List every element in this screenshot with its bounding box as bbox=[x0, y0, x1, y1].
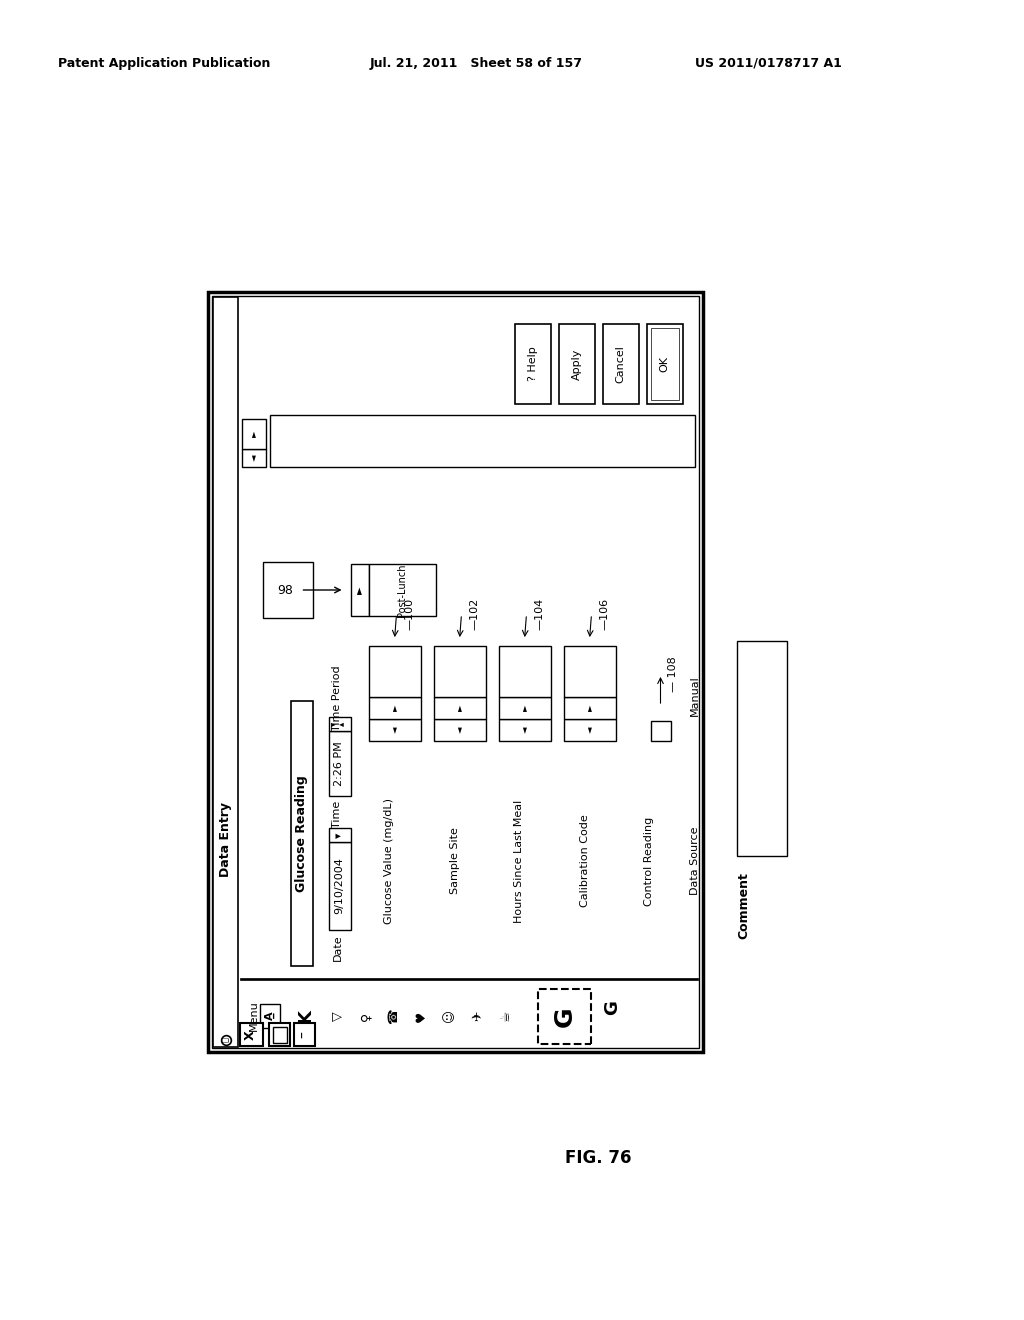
Text: Menu: Menu bbox=[249, 1001, 258, 1031]
Text: Apply: Apply bbox=[571, 348, 582, 380]
Polygon shape bbox=[268, 1023, 290, 1045]
Text: ►: ► bbox=[354, 586, 365, 594]
Text: K: K bbox=[297, 1008, 314, 1023]
Text: ◄: ◄ bbox=[390, 727, 399, 733]
Polygon shape bbox=[433, 697, 485, 719]
Polygon shape bbox=[499, 719, 551, 741]
Text: ◄: ◄ bbox=[249, 455, 258, 461]
Polygon shape bbox=[650, 327, 679, 400]
Text: ♥: ♥ bbox=[415, 1010, 428, 1022]
Text: OK: OK bbox=[659, 356, 670, 372]
Text: — 108: — 108 bbox=[669, 656, 679, 692]
Text: ▼: ▼ bbox=[332, 722, 337, 726]
Text: Post-Lunch: Post-Lunch bbox=[397, 564, 407, 616]
Text: ►: ► bbox=[390, 705, 399, 711]
Polygon shape bbox=[212, 296, 698, 1048]
Polygon shape bbox=[208, 292, 702, 1052]
Polygon shape bbox=[563, 697, 615, 719]
Text: Jul. 21, 2011   Sheet 58 of 157: Jul. 21, 2011 Sheet 58 of 157 bbox=[370, 57, 583, 70]
Polygon shape bbox=[329, 717, 350, 731]
Polygon shape bbox=[240, 978, 697, 979]
Text: G: G bbox=[603, 1001, 622, 1015]
Text: —100: —100 bbox=[404, 598, 415, 630]
Polygon shape bbox=[563, 719, 615, 741]
Polygon shape bbox=[514, 323, 551, 404]
Polygon shape bbox=[563, 645, 615, 697]
Polygon shape bbox=[369, 697, 421, 719]
Text: Manual: Manual bbox=[690, 676, 700, 717]
Polygon shape bbox=[650, 721, 671, 741]
Text: ☎: ☎ bbox=[387, 1008, 400, 1024]
Text: FIG. 76: FIG. 76 bbox=[565, 1148, 631, 1167]
Polygon shape bbox=[242, 418, 265, 449]
Text: ☕: ☕ bbox=[499, 1010, 512, 1022]
Text: Comment: Comment bbox=[737, 873, 751, 940]
Text: Patent Application Publication: Patent Application Publication bbox=[58, 57, 270, 70]
Text: —106: —106 bbox=[599, 598, 609, 630]
Polygon shape bbox=[213, 297, 238, 1047]
Polygon shape bbox=[369, 564, 435, 616]
Text: Ⓡ: Ⓡ bbox=[221, 1038, 230, 1043]
Polygon shape bbox=[269, 414, 694, 467]
Text: ✈: ✈ bbox=[471, 1011, 484, 1022]
Polygon shape bbox=[499, 645, 551, 697]
Polygon shape bbox=[272, 1027, 287, 1043]
Polygon shape bbox=[291, 701, 312, 966]
Text: ▽: ▽ bbox=[331, 1011, 344, 1020]
Text: Control Reading: Control Reading bbox=[644, 816, 654, 906]
Polygon shape bbox=[369, 719, 421, 741]
Text: —104: —104 bbox=[535, 598, 545, 630]
Text: —102: —102 bbox=[469, 598, 479, 630]
Text: ◄: ◄ bbox=[585, 727, 594, 733]
Text: ►: ► bbox=[455, 705, 464, 711]
Text: ◄: ◄ bbox=[520, 727, 529, 733]
Text: Hours Since Last Meal: Hours Since Last Meal bbox=[514, 800, 524, 923]
Polygon shape bbox=[433, 645, 485, 697]
Polygon shape bbox=[259, 1005, 280, 1028]
Text: Glucose Reading: Glucose Reading bbox=[295, 776, 308, 892]
Polygon shape bbox=[736, 642, 786, 855]
Polygon shape bbox=[433, 719, 485, 741]
Text: Time Period: Time Period bbox=[333, 665, 342, 731]
Polygon shape bbox=[646, 323, 683, 404]
Polygon shape bbox=[240, 1023, 262, 1045]
Polygon shape bbox=[538, 989, 591, 1044]
Polygon shape bbox=[262, 562, 312, 618]
Text: X: X bbox=[244, 1030, 257, 1040]
Text: ▲: ▲ bbox=[340, 722, 345, 726]
Text: Cancel: Cancel bbox=[615, 345, 626, 383]
Text: ? Help: ? Help bbox=[527, 347, 538, 381]
Polygon shape bbox=[499, 697, 551, 719]
Polygon shape bbox=[329, 828, 350, 842]
Text: ☺: ☺ bbox=[443, 1010, 456, 1023]
Text: Calibration Code: Calibration Code bbox=[580, 814, 590, 907]
Polygon shape bbox=[294, 1023, 314, 1045]
Text: US 2011/0178717 A1: US 2011/0178717 A1 bbox=[695, 57, 842, 70]
Text: Glucose Value (mg/dL): Glucose Value (mg/dL) bbox=[384, 799, 394, 924]
Text: Date: Date bbox=[333, 935, 342, 961]
Text: 2:26 PM: 2:26 PM bbox=[335, 742, 344, 787]
Polygon shape bbox=[350, 564, 369, 616]
Text: G: G bbox=[553, 1007, 577, 1027]
Polygon shape bbox=[329, 842, 350, 931]
Text: ►: ► bbox=[585, 705, 594, 711]
Text: ►: ► bbox=[520, 705, 529, 711]
Text: Data Source: Data Source bbox=[690, 826, 700, 895]
Text: –: – bbox=[297, 1031, 310, 1039]
Polygon shape bbox=[329, 731, 350, 796]
Polygon shape bbox=[242, 449, 265, 467]
Text: Time: Time bbox=[333, 800, 342, 828]
Text: 9/10/2004: 9/10/2004 bbox=[335, 858, 344, 915]
Text: A̲: A̲ bbox=[264, 1011, 274, 1020]
Text: Sample Site: Sample Site bbox=[450, 828, 460, 895]
Text: ◄: ◄ bbox=[455, 727, 464, 733]
Text: ♀: ♀ bbox=[359, 1011, 372, 1020]
Text: Data Entry: Data Entry bbox=[219, 801, 232, 876]
Polygon shape bbox=[602, 323, 639, 404]
Polygon shape bbox=[558, 323, 595, 404]
Text: 98: 98 bbox=[278, 583, 294, 597]
Polygon shape bbox=[369, 645, 421, 697]
Text: ▼: ▼ bbox=[337, 833, 342, 838]
Text: ►: ► bbox=[249, 430, 258, 437]
